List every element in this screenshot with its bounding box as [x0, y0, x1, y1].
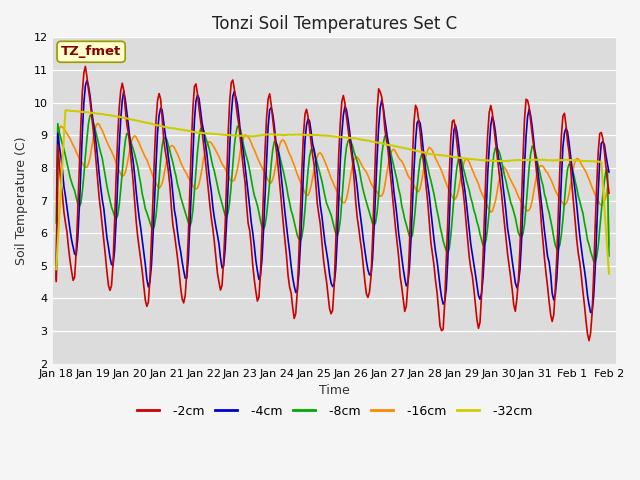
Title: Tonzi Soil Temperatures Set C: Tonzi Soil Temperatures Set C: [212, 15, 457, 33]
X-axis label: Time: Time: [319, 384, 350, 397]
Legend:  -2cm,  -4cm,  -8cm,  -16cm,  -32cm: -2cm, -4cm, -8cm, -16cm, -32cm: [131, 400, 538, 423]
Y-axis label: Soil Temperature (C): Soil Temperature (C): [15, 136, 28, 265]
Text: TZ_fmet: TZ_fmet: [61, 45, 121, 58]
